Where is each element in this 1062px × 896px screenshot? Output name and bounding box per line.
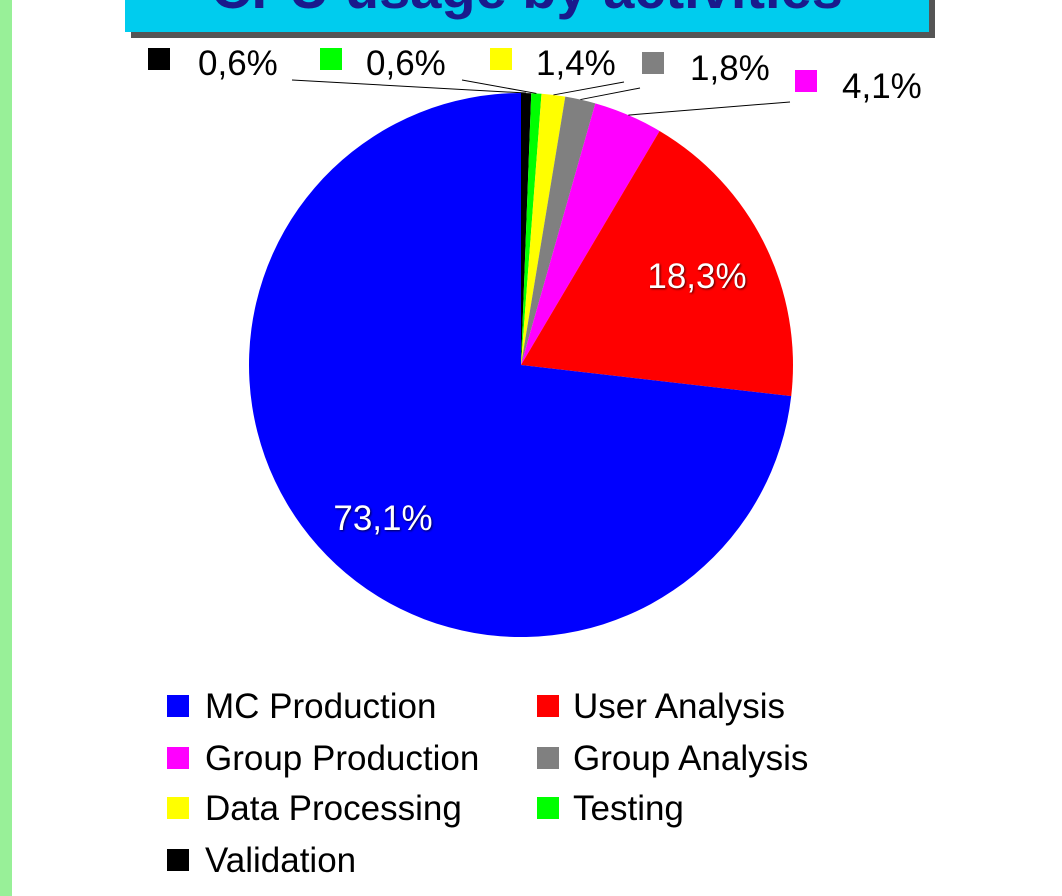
legend-label: User Analysis xyxy=(573,687,785,726)
legend-key xyxy=(537,797,559,819)
legend-label: Testing xyxy=(573,789,684,828)
data-label: 4,1% xyxy=(842,67,922,106)
legend-label: Validation xyxy=(205,841,356,880)
pie-slice xyxy=(521,93,566,365)
pie-slice xyxy=(521,93,542,365)
legend-key xyxy=(537,747,559,769)
data-label: 1,8% xyxy=(690,49,770,88)
leader-line xyxy=(553,81,625,96)
label-key xyxy=(148,48,170,70)
pie-slice xyxy=(521,103,660,365)
title-box xyxy=(125,0,929,32)
chart-title: CPU usage by activities xyxy=(211,0,843,20)
label-key xyxy=(320,48,342,70)
pie-slice xyxy=(521,96,596,365)
leader-line xyxy=(580,87,641,101)
data-label: 73,1% xyxy=(333,499,432,538)
legend-key xyxy=(167,849,189,871)
legend-key xyxy=(167,747,189,769)
pie-slice xyxy=(521,93,532,365)
data-label: 1,4% xyxy=(536,44,616,83)
pie-slice xyxy=(521,130,793,397)
legend-key xyxy=(537,695,559,717)
leader-line xyxy=(461,79,537,94)
label-key xyxy=(490,48,512,70)
label-key xyxy=(795,70,817,92)
leader-line xyxy=(628,101,791,116)
legend-label: Group Analysis xyxy=(573,739,808,778)
label-key xyxy=(642,52,664,74)
legend-key xyxy=(167,695,189,717)
legend-key xyxy=(167,797,189,819)
legend-label: Group Production xyxy=(205,739,479,778)
data-label: 18,3% xyxy=(647,257,746,296)
data-label: 0,6% xyxy=(366,44,446,83)
data-label: 0,6% xyxy=(198,44,278,83)
leader-line xyxy=(291,79,527,94)
legend-label: MC Production xyxy=(205,687,436,726)
pie-slice xyxy=(249,93,792,637)
side-strip xyxy=(0,0,12,896)
legend-label: Data Processing xyxy=(205,789,462,828)
